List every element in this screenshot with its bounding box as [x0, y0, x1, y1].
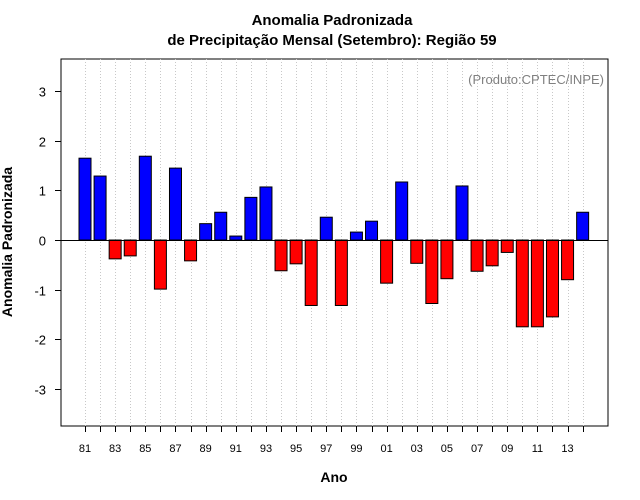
bar-02 — [395, 181, 409, 241]
bar-87 — [168, 167, 182, 241]
bar-95 — [289, 239, 303, 265]
y-axis-ticks: -3 -2 -1 0 1 2 3 — [34, 85, 61, 398]
x-tick-label: 95 — [290, 443, 302, 455]
bar-10 — [515, 239, 529, 328]
bar-00 — [365, 220, 379, 241]
x-tick-label: 83 — [109, 443, 121, 455]
bar-84 — [123, 239, 137, 257]
y-axis-label: Anomalia Padronizada — [0, 167, 15, 317]
x-tick-label: 07 — [471, 443, 483, 455]
x-tick-label: 99 — [350, 443, 362, 455]
plot-frame — [60, 58, 609, 427]
bar-90 — [214, 211, 228, 241]
bar-13 — [561, 239, 575, 281]
x-tick-label: 89 — [200, 443, 212, 455]
bar-07 — [470, 239, 484, 272]
x-tick-label: 01 — [380, 443, 392, 455]
chart-title-line2: de Precipitação Mensal (Setembro): Regiã… — [167, 32, 496, 49]
bar-99 — [349, 231, 363, 241]
x-axis-label: Ano — [320, 469, 347, 485]
bar-82 — [93, 175, 107, 241]
x-tick-label: 87 — [169, 443, 181, 455]
bar-03 — [410, 239, 424, 264]
y-tick-label: 1 — [39, 184, 46, 199]
bar-93 — [259, 186, 273, 241]
bar-06 — [455, 185, 469, 241]
x-tick-label: 11 — [532, 443, 543, 455]
bar-09 — [500, 239, 514, 253]
bar-88 — [184, 239, 198, 262]
y-tick-label: 0 — [39, 234, 46, 249]
bar-92 — [244, 196, 258, 241]
bar-11 — [530, 239, 544, 328]
bar-05 — [440, 239, 454, 280]
x-axis-ticks: 81 83 85 87 89 91 93 95 97 99 01 03 05 07 09 11 13 — [79, 426, 584, 455]
bar-08 — [485, 239, 499, 267]
y-tick-label: -2 — [34, 333, 46, 348]
x-tick-label: 03 — [411, 443, 423, 455]
bar-98 — [334, 239, 348, 306]
bar-12 — [545, 239, 559, 318]
bar-81 — [78, 157, 92, 241]
x-tick-label: 97 — [320, 443, 332, 455]
bar-94 — [274, 239, 288, 272]
bar-04 — [425, 239, 439, 305]
bar-series — [78, 155, 590, 328]
bar-83 — [108, 239, 122, 260]
y-tick-label: -3 — [34, 383, 46, 398]
bar-01 — [380, 239, 394, 284]
x-tick-label: 93 — [260, 443, 272, 455]
bar-97 — [319, 216, 333, 241]
x-tick-label: 81 — [79, 443, 91, 455]
bar-91 — [229, 235, 243, 241]
bar-89 — [199, 223, 213, 241]
chart-title-line1: Anomalia Padronizada — [252, 12, 414, 29]
credit-text: (Produto:CPTEC/INPE) — [468, 72, 604, 87]
bar-96 — [304, 239, 318, 306]
x-tick-label: 13 — [561, 443, 573, 455]
y-tick-label: 3 — [39, 85, 46, 100]
x-tick-label: 09 — [501, 443, 513, 455]
x-tick-label: 85 — [139, 443, 151, 455]
bar-86 — [153, 239, 167, 290]
y-tick-label: 2 — [39, 135, 46, 150]
x-tick-label: 91 — [230, 443, 242, 455]
bar-85 — [138, 155, 152, 241]
bar-14 — [576, 211, 590, 241]
x-tick-label: 05 — [441, 443, 453, 455]
y-tick-label: -1 — [34, 284, 46, 299]
